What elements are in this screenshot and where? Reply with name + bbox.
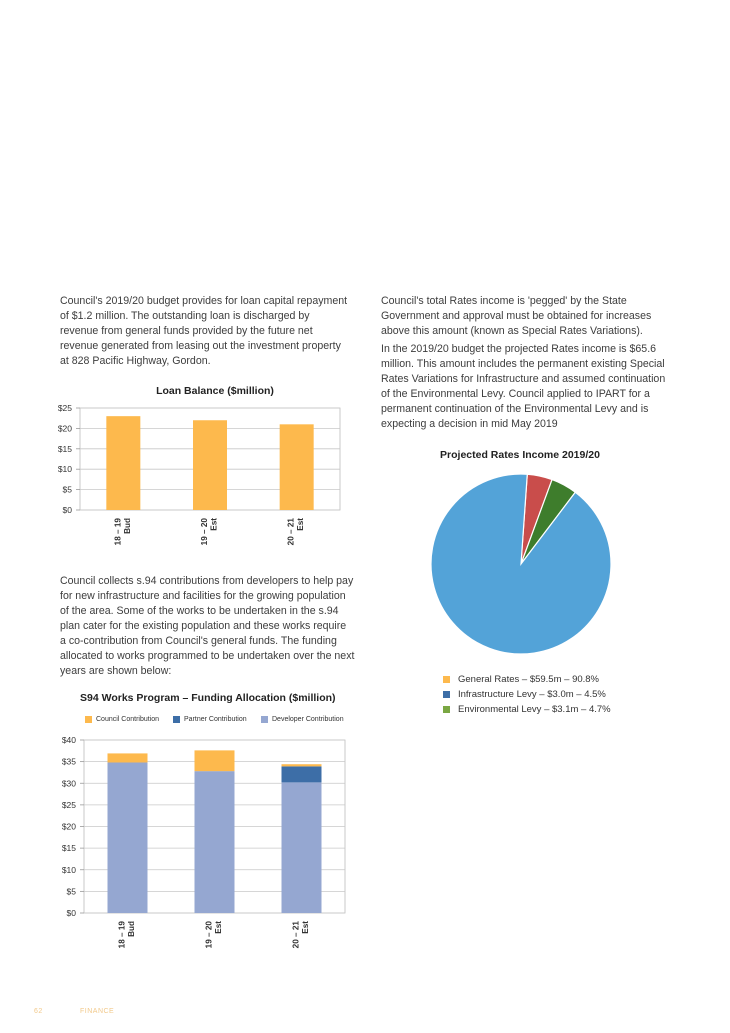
legend-swatch — [443, 691, 450, 698]
bar-segment — [281, 782, 322, 913]
x-tick-label-line: Est — [301, 921, 310, 934]
bar-segment — [107, 753, 148, 763]
x-tick-label-line: Est — [296, 518, 305, 531]
page-number: 62 — [34, 1008, 43, 1015]
rates-pie-title: Projected Rates Income 2019/20 — [440, 449, 600, 461]
legend-swatch — [173, 716, 180, 723]
bar — [279, 424, 314, 510]
x-tick-label: 20 – 21Est — [292, 921, 311, 949]
rates-pie-legend: General Rates – $59.5m – 90.8% Infrastruc… — [443, 674, 693, 719]
y-tick-label: $25 — [58, 403, 72, 413]
s94-legend-item: Developer Contribution — [261, 716, 344, 723]
bar-segment — [107, 762, 148, 913]
bar — [193, 420, 227, 510]
x-tick-label-line: 20 – 21 — [292, 921, 301, 949]
y-tick-label: $15 — [62, 843, 76, 853]
pie-legend-item: Infrastructure Levy – $3.0m – 4.5% — [443, 689, 693, 700]
pie-slice — [430, 473, 612, 655]
y-tick-label: $10 — [58, 464, 72, 474]
legend-label: Environmental Levy – $3.1m – 4.7% — [458, 704, 611, 715]
legend-swatch — [261, 716, 268, 723]
x-tick-label-line: 20 – 21 — [287, 518, 296, 546]
loan-chart-title: Loan Balance ($million) — [156, 385, 274, 397]
pie-legend-item: Environmental Levy – $3.1m – 4.7% — [443, 704, 693, 715]
x-tick-label: 19 – 20Est — [205, 921, 224, 949]
y-tick-label: $25 — [62, 800, 76, 810]
x-tick-label: 20 – 21Est — [287, 518, 306, 546]
y-tick-label: $35 — [62, 757, 76, 767]
x-tick-label-line: 19 – 20 — [205, 921, 214, 949]
footer-section-label: FINANCE — [80, 1008, 115, 1015]
legend-label: Developer Contribution — [272, 716, 344, 723]
rates-pegged-paragraph: Council's total Rates income is 'pegged'… — [381, 295, 652, 337]
y-tick-label: $20 — [62, 822, 76, 832]
y-tick-label: $5 — [67, 886, 77, 896]
y-tick-label: $0 — [67, 908, 77, 918]
legend-label: Council Contribution — [96, 716, 160, 723]
y-tick-label: $15 — [58, 444, 72, 454]
y-tick-label: $0 — [63, 505, 73, 515]
y-tick-label: $10 — [62, 865, 76, 875]
x-tick-label-line: 18 – 19 — [118, 921, 127, 949]
legend-swatch — [85, 716, 92, 723]
s94-legend: Council Contribution Partner Contribution… — [85, 716, 385, 728]
x-tick-label-line: Est — [210, 518, 219, 531]
rates-pie-chart — [430, 473, 612, 655]
y-tick-label: $5 — [63, 485, 73, 495]
bar-segment — [194, 771, 235, 913]
y-tick-label: $20 — [58, 423, 72, 433]
bar-segment — [281, 766, 322, 783]
x-tick-label-line: 19 – 20 — [200, 518, 209, 546]
s94-chart-title: S94 Works Program – Funding Allocation (… — [80, 692, 336, 704]
x-tick-label-line: 18 – 19 — [113, 518, 122, 546]
x-tick-label-line: Bud — [127, 921, 136, 937]
pie-legend-item: General Rates – $59.5m – 90.8% — [443, 674, 693, 685]
rates-projected-paragraph: In the 2019/20 budget the projected Rate… — [381, 343, 666, 430]
x-tick-label-line: Est — [214, 921, 223, 934]
bar — [106, 416, 141, 510]
legend-swatch — [443, 706, 450, 713]
loan-intro-paragraph: Council's 2019/20 budget provides for lo… — [60, 295, 348, 367]
legend-label: Partner Contribution — [184, 716, 247, 723]
x-tick-label: 18 – 19Bud — [118, 921, 137, 949]
y-tick-label: $40 — [62, 735, 76, 745]
s94-intro-paragraph: Council collects s.94 contributions from… — [60, 575, 355, 677]
bar-segment — [281, 764, 322, 767]
x-tick-label: 18 – 19Bud — [113, 518, 132, 546]
legend-label: General Rates – $59.5m – 90.8% — [458, 674, 600, 685]
legend-swatch — [443, 676, 450, 683]
y-tick-label: $30 — [62, 778, 76, 788]
s94-legend-item: Council Contribution — [85, 716, 159, 723]
x-tick-label-line: Bud — [123, 518, 132, 534]
s94-legend-item: Partner Contribution — [173, 716, 247, 723]
s94-funding-chart: $0 $5 $10 $15 $20 $25 $30 $35 $40 18 – 19Bud 19 – … — [62, 735, 346, 949]
x-tick-label: 19 – 20Est — [200, 518, 219, 546]
bar-segment — [194, 750, 235, 772]
legend-label: Infrastructure Levy – $3.0m – 4.5% — [458, 689, 606, 700]
